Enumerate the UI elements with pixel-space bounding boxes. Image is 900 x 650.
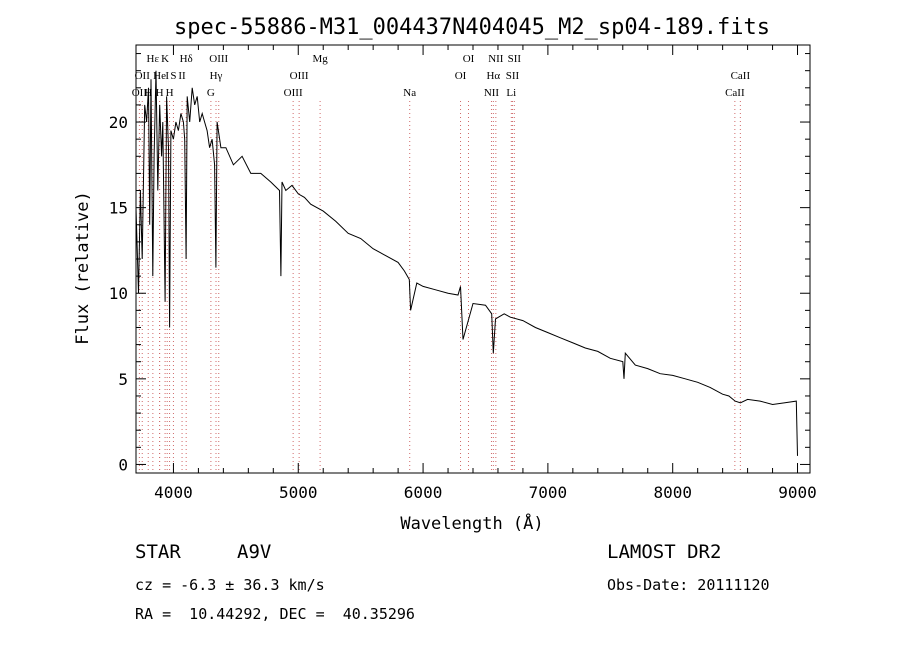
line-marker-label: OIII	[290, 70, 309, 82]
axis-ticks	[136, 45, 810, 473]
x-tick-label: 9000	[778, 483, 817, 502]
object-class: STAR	[135, 541, 181, 563]
spectrum-line	[135, 70, 798, 456]
obs-date-text: Obs-Date: 20111120	[607, 576, 770, 594]
line-marker-label: He	[153, 70, 166, 82]
line-marker-label: G	[207, 87, 215, 99]
y-tick-label: 10	[109, 284, 128, 303]
line-marker-label: II	[178, 70, 186, 82]
x-tick-label: 5000	[279, 483, 318, 502]
line-marker-label: I	[165, 70, 169, 82]
x-tick-label: 4000	[154, 483, 193, 502]
line-marker-label: H	[166, 87, 174, 99]
redshift-text: cz = -6.3 ± 36.3 km/s	[135, 576, 325, 594]
x-tick-label: 6000	[404, 483, 443, 502]
line-marker-label: Hγ	[210, 70, 223, 82]
line-marker-label: Mg	[312, 53, 328, 65]
x-axis-label: Wavelength (Å)	[400, 512, 543, 534]
y-tick-label: 5	[118, 370, 128, 389]
plot-frame	[135, 44, 811, 474]
line-marker-label: S	[170, 70, 176, 82]
y-tick-label: 0	[118, 455, 128, 474]
line-marker-label: Hε	[147, 53, 160, 65]
line-marker-label: OIII	[209, 53, 228, 65]
line-marker-label: Li	[506, 87, 516, 99]
object-subclass: A9V	[237, 541, 272, 563]
y-axis-label: Flux (relative)	[73, 191, 93, 345]
chart-title: spec-55886-M31_004437N404045_M2_sp04-189…	[174, 15, 770, 40]
line-marker-label: OII	[135, 70, 151, 82]
y-tick-label: 20	[109, 113, 128, 132]
coordinates-text: RA = 10.44292, DEC = 40.35296	[135, 605, 415, 623]
line-marker-label: NII	[484, 87, 500, 99]
line-marker-label: H	[156, 87, 164, 99]
line-marker-label: NII	[488, 53, 504, 65]
line-marker-label: SII	[506, 70, 520, 82]
line-marker-label: Hα	[486, 70, 500, 82]
y-tick-labels: 0 5 10 15 20	[109, 113, 128, 474]
line-marker-label: Hδ	[180, 53, 193, 65]
line-marker-label: SII	[508, 53, 522, 65]
line-marker-label: OIII	[284, 87, 303, 99]
line-marker-label: K	[161, 53, 169, 65]
line-marker-label: CaII	[731, 70, 751, 82]
line-marker-label: Na	[403, 87, 416, 99]
line-marker-label: CaII	[725, 87, 745, 99]
line-marker-label: OI	[463, 53, 475, 65]
x-tick-label: 8000	[653, 483, 692, 502]
x-tick-labels: 4000 5000 6000 7000 8000 9000	[154, 483, 817, 502]
y-tick-label: 15	[109, 199, 128, 218]
line-marker-label: OI	[455, 70, 467, 82]
x-tick-label: 7000	[529, 483, 568, 502]
survey-label: LAMOST DR2	[607, 541, 722, 563]
